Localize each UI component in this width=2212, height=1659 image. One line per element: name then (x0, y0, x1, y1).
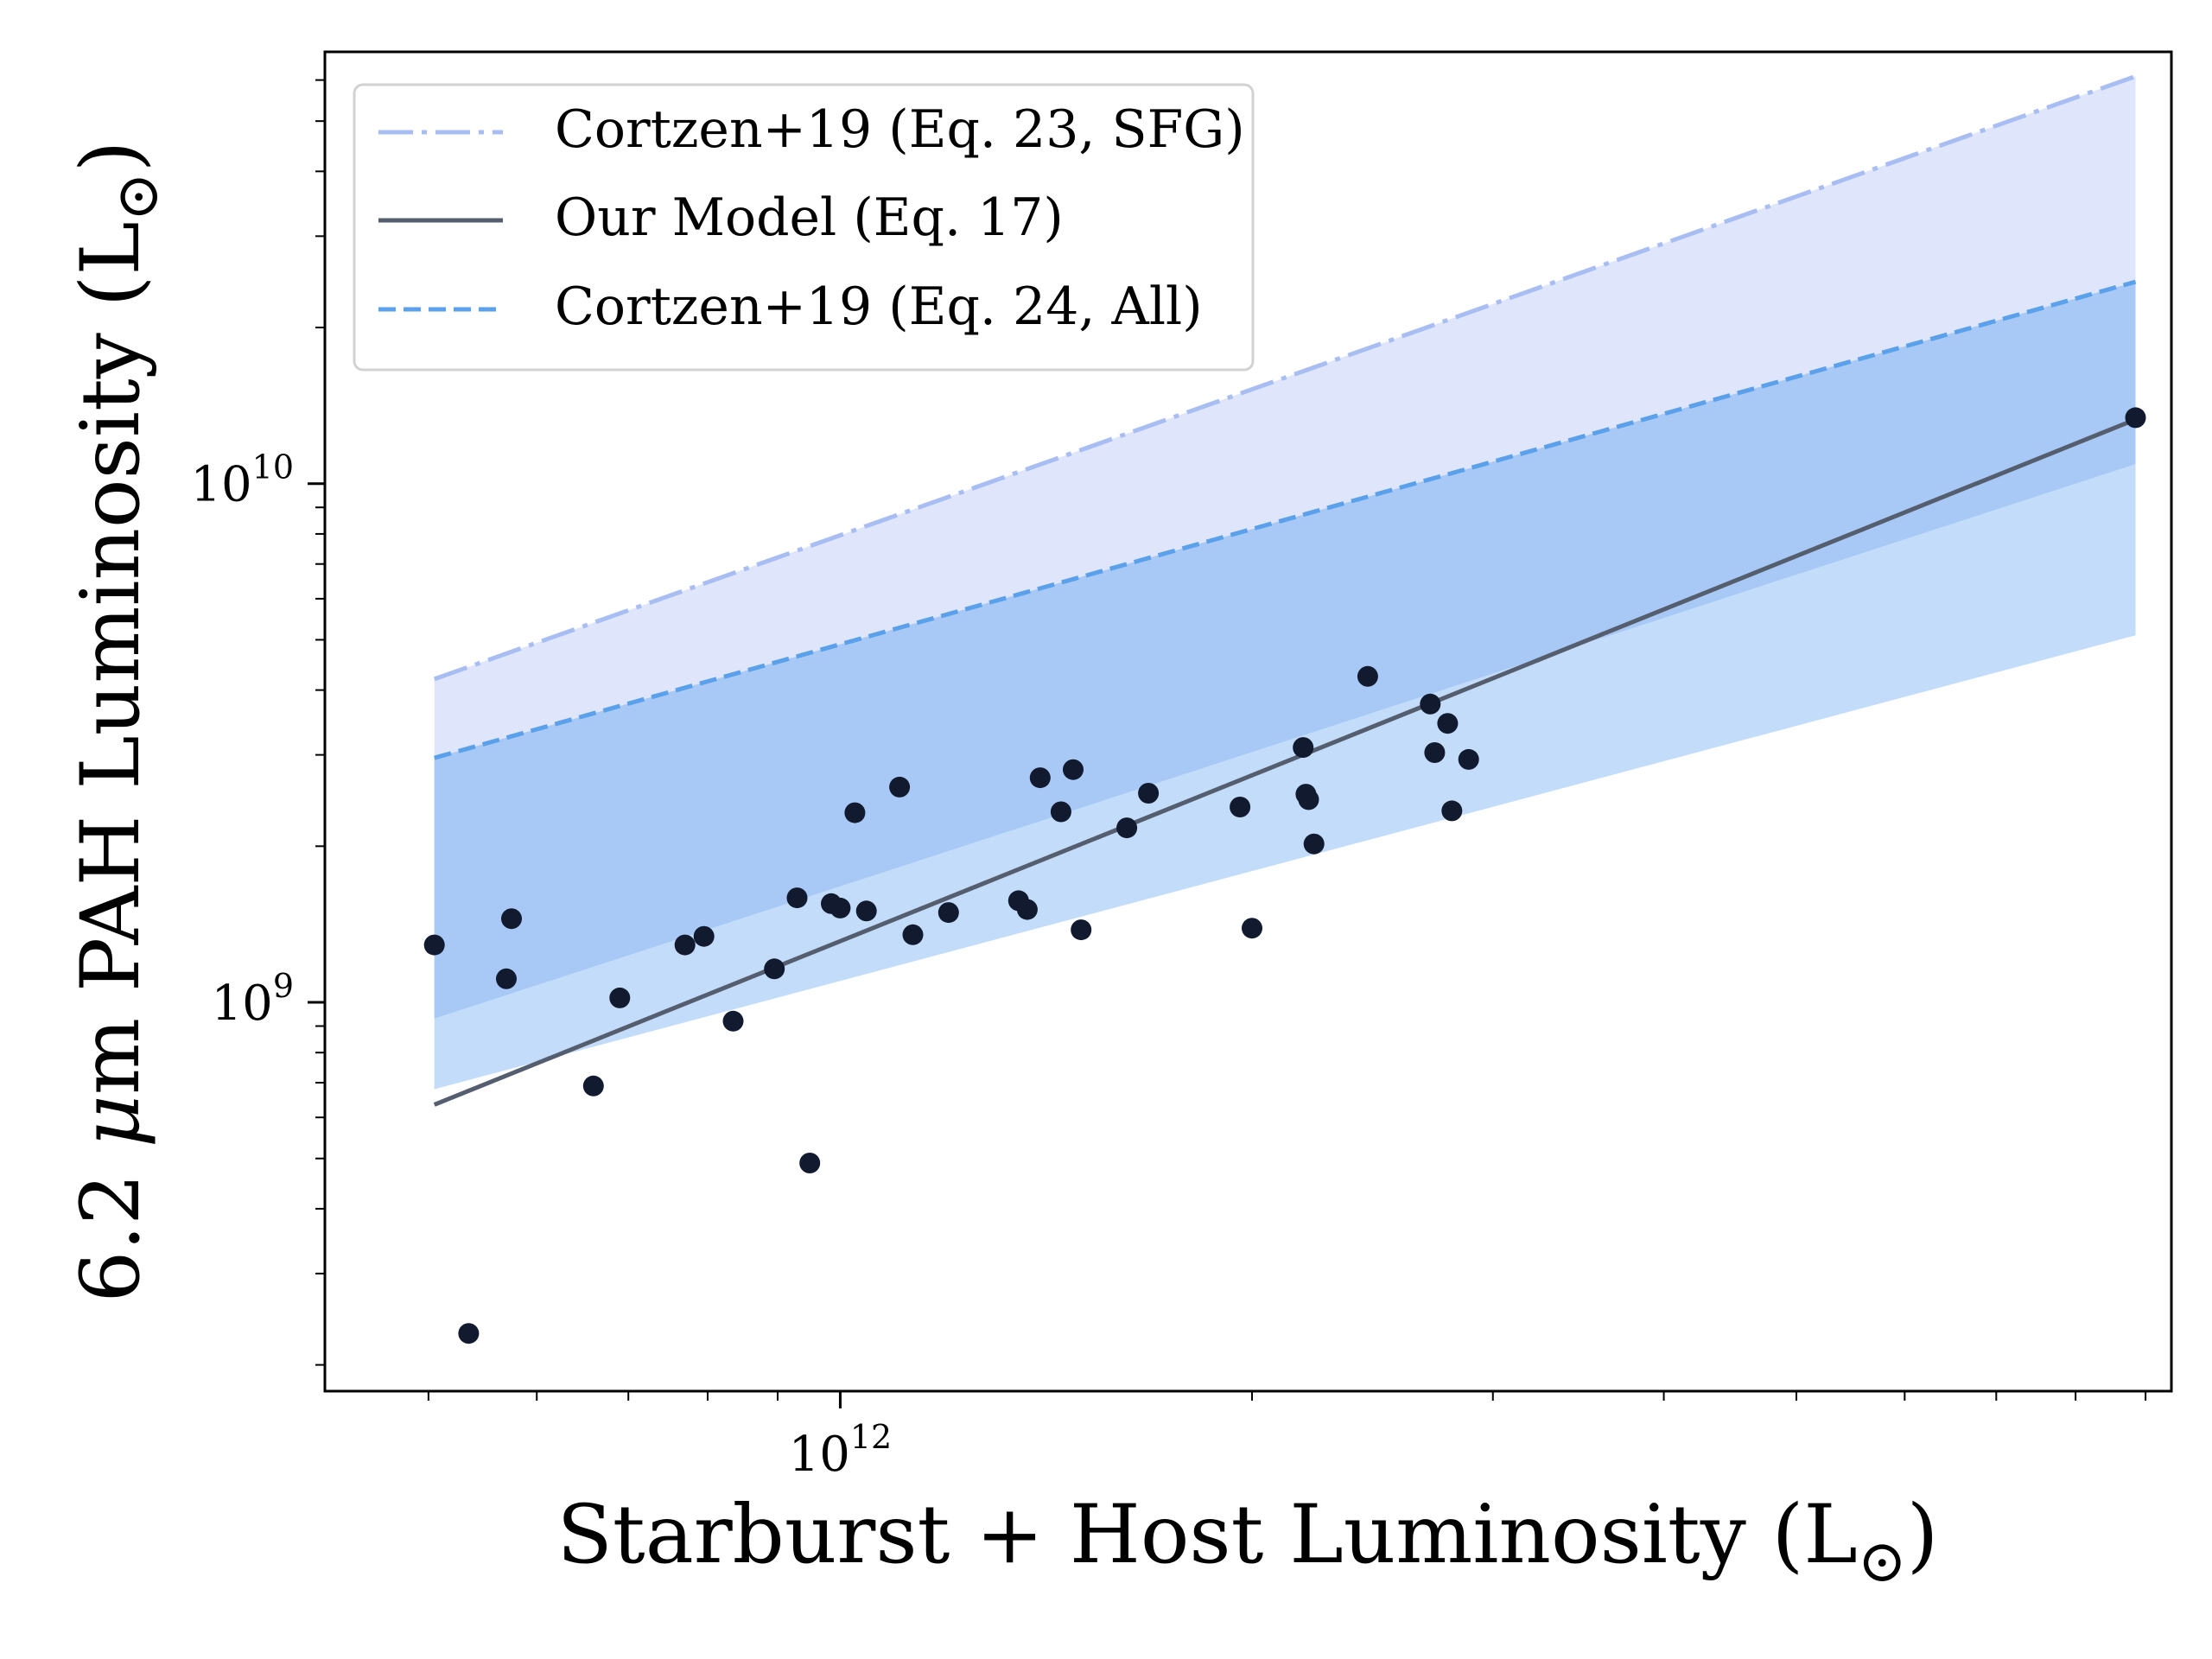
legend-label-sfg: Cortzen+19 (Eq. 23, SFG) (555, 99, 1245, 160)
data-point (1071, 919, 1092, 941)
y-tick-label: 1010 (190, 448, 294, 513)
data-point (1441, 800, 1463, 822)
data-point (674, 934, 696, 956)
data-point (458, 1323, 480, 1344)
legend-box (353, 83, 1255, 372)
series-lines (433, 73, 2137, 1107)
data-point (1242, 918, 1262, 939)
data-point (609, 987, 631, 1008)
data-point (1116, 817, 1138, 839)
data-point (764, 958, 785, 980)
x-axis-sun-symbol: ⊙ (1858, 1528, 1907, 1596)
data-points (423, 407, 2146, 1344)
data-point (582, 1075, 604, 1096)
data-point (1357, 665, 1378, 687)
data-point (693, 925, 715, 947)
legend: Cortzen+19 (Eq. 23, SFG) Our Model (Eq. … (353, 83, 1255, 372)
y-axis-label-main: m PAH Luminosity (L (64, 221, 158, 1095)
data-point (496, 968, 517, 989)
y-axis-label: 6.2 μm PAH Luminosity (L⊙) (64, 141, 172, 1303)
y-tick-label: 109 (212, 967, 294, 1032)
sfg-line (433, 73, 2137, 682)
data-point (1063, 759, 1084, 780)
all-line (434, 279, 2137, 760)
data-point (844, 802, 866, 823)
data-point (1293, 737, 1314, 759)
legend-label-model: Our Model (Eq. 17) (555, 188, 1064, 248)
data-point (423, 934, 445, 956)
data-point (1420, 693, 1441, 715)
data-point (501, 908, 522, 930)
data-point (1029, 767, 1051, 789)
x-axis-label: Starburst + Host Luminosity (L⊙) (557, 1488, 1939, 1596)
y-axis-sun-symbol: ⊙ (104, 172, 172, 221)
data-point (799, 1153, 821, 1173)
data-point (2125, 407, 2146, 429)
data-point (902, 924, 924, 945)
data-point (1424, 742, 1446, 763)
axis-ticks (308, 79, 2147, 1408)
data-point (1458, 748, 1479, 770)
tick-labels: 1012 109 1010 (190, 448, 892, 1483)
x-axis-label-close: ) (1907, 1488, 1939, 1582)
data-point (1050, 801, 1071, 823)
y-axis-label-close: ) (64, 141, 158, 173)
data-point (1138, 783, 1160, 804)
data-point (786, 887, 808, 909)
x-tick-label: 1012 (789, 1418, 893, 1483)
data-point (1437, 713, 1459, 734)
data-point (938, 902, 959, 924)
data-point (889, 776, 911, 798)
data-point (1016, 899, 1038, 920)
model-line (433, 417, 2137, 1107)
data-point (1303, 833, 1325, 855)
legend-label-all: Cortzen+19 (Eq. 24, All) (555, 276, 1203, 337)
data-point (830, 897, 851, 918)
all-band (434, 282, 2136, 1020)
x-axis-label-main: Starburst + Host Luminosity (L (557, 1488, 1858, 1582)
data-point (855, 900, 877, 922)
data-point (1298, 789, 1319, 810)
y-axis-mu: μ (64, 1095, 158, 1147)
y-axis-label-prefix: 6.2 (64, 1147, 158, 1302)
data-point (1230, 797, 1251, 817)
data-point (722, 1010, 744, 1032)
plot-frame (323, 50, 2173, 1393)
